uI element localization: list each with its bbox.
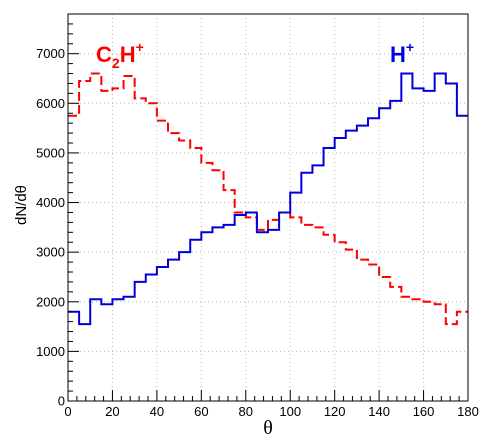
x-tick-label: 180 bbox=[457, 404, 479, 419]
x-tick-label: 20 bbox=[105, 404, 119, 419]
x-tick-label: 140 bbox=[368, 404, 390, 419]
label-main: C bbox=[96, 42, 112, 67]
label-superscript: + bbox=[136, 39, 144, 55]
label-tail: H bbox=[120, 42, 136, 67]
y-tick-label: 0 bbox=[58, 394, 65, 409]
y-tick-label: 6000 bbox=[36, 96, 65, 111]
x-axis-label: θ bbox=[263, 417, 273, 439]
x-tick-label: 60 bbox=[194, 404, 208, 419]
x-tick-label: 0 bbox=[64, 404, 71, 419]
series-layer bbox=[68, 72, 468, 326]
y-tick-label: 5000 bbox=[36, 145, 65, 160]
y-tick-label: 3000 bbox=[36, 245, 65, 260]
label-subscript: 2 bbox=[112, 55, 120, 71]
label-main: H bbox=[390, 42, 406, 67]
axis-layer: 0 20 40 60 80 100 120 140 160 180 0 1000 2000 3000 400… bbox=[36, 13, 479, 419]
grid-layer bbox=[68, 14, 468, 401]
x-tick-label: 160 bbox=[413, 404, 435, 419]
label-superscript: + bbox=[406, 39, 414, 55]
y-tick-label: 1000 bbox=[36, 344, 65, 359]
x-tick-label: 40 bbox=[150, 404, 164, 419]
label-layer: C2H+ H+ bbox=[96, 39, 414, 71]
x-tick-label: 100 bbox=[279, 404, 301, 419]
y-tick-label: 4000 bbox=[36, 195, 65, 210]
y-tick-label: 2000 bbox=[36, 294, 65, 309]
y-tick-label: 7000 bbox=[36, 46, 65, 61]
x-tick-label: 120 bbox=[324, 404, 346, 419]
series-label-c2h-plus: C2H+ bbox=[96, 39, 144, 71]
y-axis-label: dN/dθ bbox=[13, 185, 30, 225]
series-label-h-plus: H+ bbox=[390, 39, 414, 67]
series-line-h-plus bbox=[68, 72, 468, 326]
x-tick-label: 80 bbox=[239, 404, 253, 419]
series-line-c2h-plus bbox=[68, 72, 468, 326]
plot-frame bbox=[67, 13, 469, 402]
